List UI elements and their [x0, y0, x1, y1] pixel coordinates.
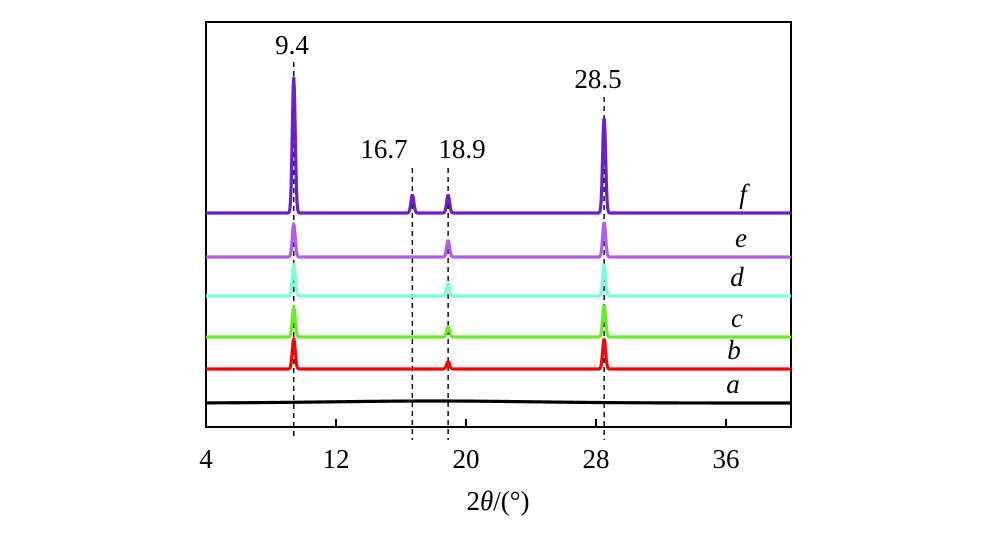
series-label-d: d [730, 262, 744, 292]
series-line-f [205, 76, 792, 215]
peak-label-28-5: 28.5 [574, 64, 621, 94]
peak-label-16-7: 16.7 [360, 134, 407, 164]
series-label-e: e [735, 223, 747, 253]
series-line-e [205, 221, 792, 259]
x-tick-label-20: 20 [453, 444, 480, 474]
series-line-c [205, 304, 792, 339]
series-label-f: f [739, 179, 750, 209]
x-axis-title: 2θ/(°) [466, 486, 529, 516]
x-tick-label-4: 4 [199, 444, 213, 474]
series-label-c: c [731, 303, 743, 333]
series-label-b: b [727, 335, 741, 365]
peak-label-9-4: 9.4 [275, 30, 309, 60]
series-line-d [205, 262, 792, 298]
x-axis-ticks [205, 419, 727, 427]
series-label-a: a [726, 369, 740, 399]
series-line-a [205, 399, 792, 405]
peak-label-18-9: 18.9 [438, 134, 485, 164]
series-line-b [205, 337, 792, 371]
x-tick-label-36: 36 [713, 444, 740, 474]
x-tick-label-28: 28 [583, 444, 610, 474]
series-layer [205, 76, 792, 405]
x-tick-label-12: 12 [323, 444, 350, 474]
plot-frame [205, 21, 792, 428]
